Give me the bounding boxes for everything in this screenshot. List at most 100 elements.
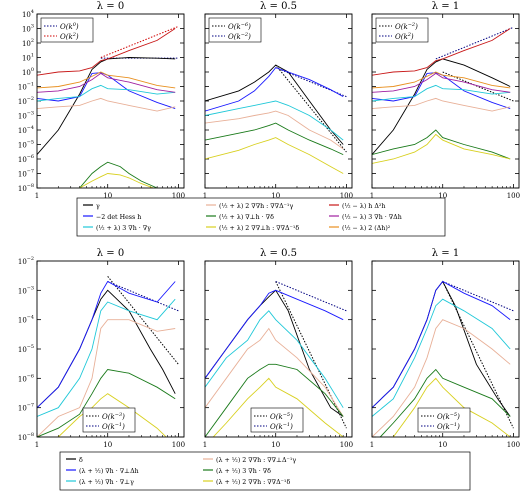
reference-line [275, 281, 347, 429]
scaling-legend-box [82, 407, 136, 433]
series-line [79, 173, 155, 188]
scaling-legend-box [250, 407, 304, 433]
series-line [372, 72, 511, 110]
x-tick-label: 1 [203, 441, 207, 449]
panel-title: λ = 0 [97, 1, 124, 12]
series-line [205, 137, 344, 174]
series-legend-label: (½ + λ) 3 ∇h · ∇γ [96, 225, 151, 232]
series-line [37, 280, 176, 409]
x-tick-label: 1 [35, 441, 39, 449]
series-legend-label: (λ + ½) 2 ∇∇h : ∇∇⊥Δ⁻¹γ [216, 457, 296, 464]
series-line [372, 71, 511, 89]
chart-panel-top-1: λ = 0 1 10 100 10−8 10−7 10−6 10−5 10−4 10−3 10−2 1… [18, 1, 185, 200]
x-tick-label: 1 [370, 441, 374, 449]
panel-plot-area [372, 26, 514, 164]
x-tick-label: 100 [172, 441, 185, 449]
panel-plot-area [372, 280, 514, 437]
x-tick-label: 100 [507, 192, 520, 200]
series-legend-box-bottom [59, 451, 471, 491]
series-legend-box-top [76, 197, 446, 237]
scaling-legend-label: O(k−1) [270, 422, 293, 431]
x-tick-label: 10 [438, 192, 447, 200]
panel-plot-area [205, 281, 347, 437]
series-line [37, 289, 176, 409]
panel-frame [204, 260, 353, 438]
series-line [372, 280, 511, 417]
y-tick-label: 103 [22, 24, 34, 34]
series-legend-label: (½ − λ) 2 (Δh)² [342, 225, 391, 232]
y-tick-label: 10−4 [18, 315, 34, 325]
x-tick-label: 10 [438, 441, 447, 449]
scaling-legend-label: O(k2) [395, 32, 414, 41]
panel-title: λ = 1 [432, 1, 459, 12]
x-tick-label: 1 [370, 192, 374, 200]
series-line [205, 67, 344, 112]
x-tick-label: 10 [103, 441, 112, 449]
chart-panels: λ = 0 1 10 100 10−8 10−7 10−6 10−5 10−4 10−3 10−2 1… [18, 1, 520, 449]
x-tick-label: 10 [271, 441, 280, 449]
y-tick-label: 10−3 [18, 111, 34, 121]
scaling-legend-label: O(k−5) [437, 412, 460, 421]
chart-panel-bottom-2: λ = 0.5 1 10 100 O(k−5)O(k−1) [203, 248, 353, 449]
panel-frame [204, 13, 353, 189]
chart-panel-top-3: λ = 1 1 10 100 O(k−2)O(k2) [370, 1, 520, 200]
reference-line [100, 25, 179, 58]
chart-panel-bottom-1: λ = 0 1 10 100 10−8 10−7 10−6 10−5 10−4 10−3 10−2 O… [18, 248, 185, 449]
series-line [372, 133, 511, 164]
series-line [205, 310, 344, 408]
x-tick-label: 100 [340, 441, 353, 449]
y-tick-label: 100 [22, 67, 34, 77]
y-tick-label: 10−2 [18, 256, 34, 266]
panel-title: λ = 0.5 [260, 248, 297, 259]
scaling-legend-box [40, 17, 94, 43]
series-line [372, 280, 511, 409]
panel-plot-area [205, 64, 347, 174]
reference-line [275, 281, 347, 312]
series-line [372, 319, 511, 437]
y-tick-label: 10−8 [18, 183, 34, 193]
series-line [212, 377, 344, 437]
series-line [205, 64, 344, 145]
reference-line [442, 281, 514, 312]
series-line [372, 298, 511, 417]
scaling-legend-label: O(k−2) [395, 22, 418, 31]
series-legend-label: δ [79, 457, 83, 464]
scaling-legend-label: O(k−3) [102, 412, 125, 421]
series-line [37, 72, 176, 93]
y-tick-label: 10−7 [18, 403, 34, 413]
scaling-legend-label: O(k−6) [228, 22, 251, 31]
series-legends: γ −2 det Hess h (½ + λ) 3 ∇h · ∇γ (½ + λ) 2… [59, 197, 471, 491]
y-tick-label: 10−6 [18, 373, 34, 383]
y-tick-label: 101 [22, 53, 34, 63]
x-tick-label: 1 [35, 192, 39, 200]
series-legend-label: (λ + ½) 3 ∇h · ∇δ [216, 468, 271, 475]
series-line [57, 393, 167, 437]
reference-line [435, 26, 514, 60]
series-line [37, 71, 176, 89]
x-tick-label: 100 [172, 192, 185, 200]
panel-title: λ = 0.5 [260, 1, 297, 12]
y-tick-label: 104 [22, 9, 34, 19]
panel-frame [36, 13, 185, 189]
series-legend-label: (½ + λ) 2 ∇∇h : ∇∇Δ⁻¹γ [219, 203, 293, 210]
x-tick-label: 1 [203, 192, 207, 200]
panel-plot-area [37, 276, 179, 437]
series-line [37, 28, 176, 76]
scaling-legend-box [208, 17, 262, 43]
x-tick-label: 100 [507, 441, 520, 449]
series-line [37, 298, 176, 417]
scaling-legend-label: O(k−2) [228, 32, 251, 41]
series-line [392, 377, 511, 437]
series-legend-label: γ [96, 203, 100, 210]
series-line [205, 327, 344, 417]
series-legend-label: (λ + ½) ∇h · ∇⊥Δh [79, 468, 139, 475]
series-line [37, 369, 176, 437]
x-tick-label: 10 [103, 192, 112, 200]
series-line [205, 100, 344, 141]
reference-line [107, 276, 179, 365]
series-legend-label: (½ + λ) 2 ∇∇⊥h : ∇∇Δ⁻¹δ [219, 225, 299, 232]
series-legend-label: (λ + ½) 2 ∇∇h : ∇∇Δ⁻¹δ [216, 479, 290, 486]
y-tick-label: 10−3 [18, 285, 34, 295]
scaling-legend-box [417, 407, 471, 433]
x-tick-label: 100 [340, 192, 353, 200]
